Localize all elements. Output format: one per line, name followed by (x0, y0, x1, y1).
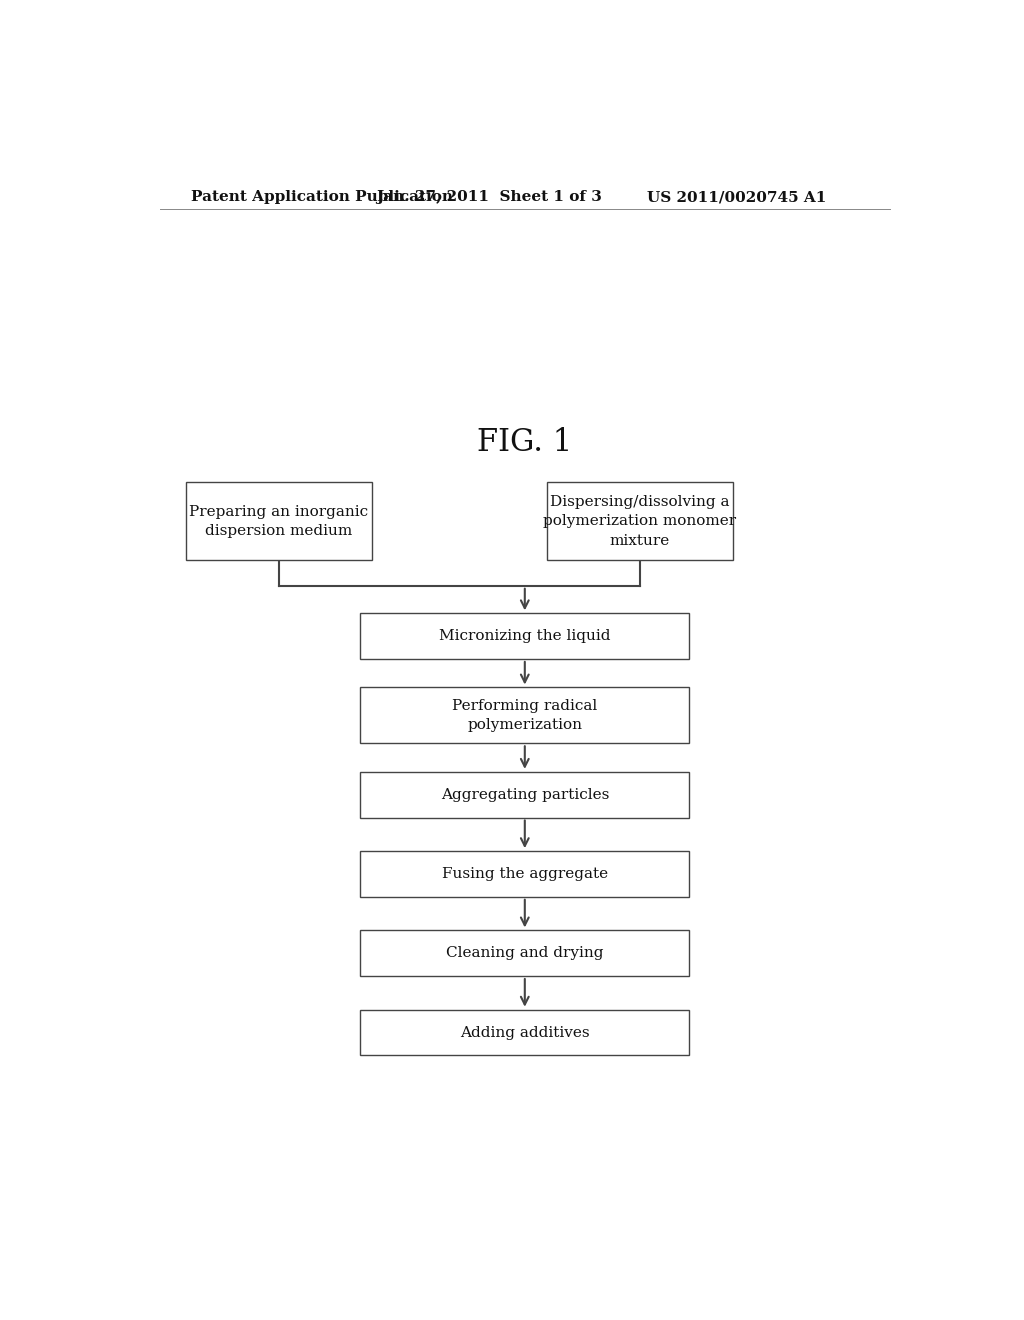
Text: Micronizing the liquid: Micronizing the liquid (439, 630, 610, 643)
Bar (360, 931, 689, 975)
Bar (547, 482, 733, 561)
Text: Jan. 27, 2011  Sheet 1 of 3: Jan. 27, 2011 Sheet 1 of 3 (376, 190, 602, 205)
Text: Fusing the aggregate: Fusing the aggregate (441, 867, 608, 880)
Text: Performing radical
polymerization: Performing radical polymerization (453, 698, 597, 733)
Text: US 2011/0020745 A1: US 2011/0020745 A1 (647, 190, 826, 205)
Bar (360, 688, 689, 743)
Bar (360, 851, 689, 896)
Text: Cleaning and drying: Cleaning and drying (446, 946, 603, 960)
Bar (360, 1010, 689, 1056)
Bar (360, 614, 689, 659)
Text: FIG. 1: FIG. 1 (477, 428, 572, 458)
Text: Adding additives: Adding additives (460, 1026, 590, 1040)
Text: Patent Application Publication: Patent Application Publication (191, 190, 454, 205)
Bar (360, 772, 689, 817)
Text: Preparing an inorganic
dispersion medium: Preparing an inorganic dispersion medium (189, 504, 369, 539)
Bar (185, 482, 372, 561)
Text: Aggregating particles: Aggregating particles (440, 788, 609, 801)
Text: Dispersing/dissolving a
polymerization monomer
mixture: Dispersing/dissolving a polymerization m… (544, 495, 736, 548)
